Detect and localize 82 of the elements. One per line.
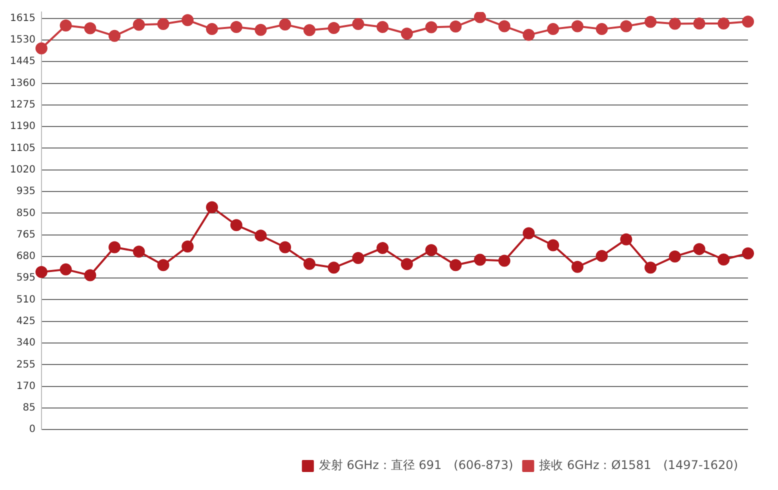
point bbox=[352, 18, 364, 30]
point bbox=[157, 18, 170, 30]
y-tick-label: 1360 bbox=[10, 78, 36, 89]
point bbox=[328, 22, 340, 34]
y-tick-label: 1190 bbox=[10, 121, 36, 132]
point bbox=[206, 23, 218, 36]
y-tick-label: 1105 bbox=[10, 142, 36, 154]
point bbox=[668, 250, 681, 262]
point bbox=[547, 239, 560, 252]
point bbox=[450, 259, 462, 272]
point bbox=[620, 20, 632, 32]
point bbox=[547, 23, 560, 36]
point bbox=[474, 12, 486, 24]
point bbox=[522, 227, 535, 240]
point bbox=[644, 262, 657, 274]
point bbox=[742, 247, 754, 260]
point bbox=[352, 252, 364, 264]
y-tick-label: 680 bbox=[16, 251, 36, 262]
point bbox=[376, 21, 389, 34]
point bbox=[644, 16, 657, 28]
point bbox=[303, 24, 316, 36]
point bbox=[84, 269, 96, 282]
point bbox=[425, 244, 438, 256]
point bbox=[60, 263, 72, 276]
point bbox=[400, 28, 413, 40]
point bbox=[498, 254, 510, 267]
point bbox=[132, 246, 145, 258]
y-tick-label: 170 bbox=[16, 380, 36, 392]
legend-label: 发射 6GHz：直径 691 (606-873) bbox=[318, 458, 514, 472]
point bbox=[474, 254, 486, 266]
point bbox=[498, 20, 510, 32]
y-tick-label: 340 bbox=[16, 338, 36, 349]
y-tick-label: 1020 bbox=[10, 164, 36, 176]
point bbox=[693, 17, 706, 30]
y-tick-label: 85 bbox=[22, 402, 36, 414]
point bbox=[108, 30, 121, 42]
point bbox=[718, 17, 730, 30]
point bbox=[35, 42, 48, 54]
point bbox=[182, 240, 194, 253]
y-tick-label: 935 bbox=[16, 186, 36, 198]
y-tick-label: 1615 bbox=[10, 12, 36, 24]
point bbox=[182, 14, 194, 26]
point bbox=[596, 250, 608, 262]
point bbox=[132, 18, 145, 31]
point bbox=[596, 23, 608, 36]
point bbox=[522, 28, 535, 41]
point bbox=[400, 258, 413, 270]
y-tick-label: 1530 bbox=[10, 34, 36, 46]
point bbox=[84, 22, 96, 34]
point bbox=[279, 241, 292, 254]
point bbox=[742, 16, 754, 28]
legend-label: 接收 6GHz：Ø1581 (1497-1620) bbox=[539, 458, 738, 472]
point bbox=[279, 18, 292, 30]
point bbox=[328, 262, 340, 274]
point bbox=[450, 20, 462, 33]
point bbox=[230, 21, 242, 34]
point bbox=[718, 254, 730, 266]
y-tick-label: 510 bbox=[16, 294, 36, 306]
point bbox=[668, 18, 681, 30]
y-tick-label: 425 bbox=[16, 316, 36, 327]
point bbox=[108, 241, 121, 254]
point bbox=[303, 258, 316, 270]
y-tick-label: 595 bbox=[16, 272, 36, 284]
point bbox=[620, 233, 632, 246]
point bbox=[157, 259, 170, 272]
point bbox=[60, 19, 72, 32]
point bbox=[35, 266, 48, 278]
point bbox=[206, 201, 218, 214]
y-tick-label: 1445 bbox=[10, 56, 36, 68]
y-tick-label: 255 bbox=[16, 359, 36, 370]
y-tick-label: 0 bbox=[29, 424, 36, 436]
point bbox=[571, 260, 584, 273]
point bbox=[425, 21, 438, 34]
y-tick-label: 850 bbox=[16, 208, 36, 219]
y-tick-label: 1275 bbox=[10, 100, 36, 111]
point bbox=[254, 230, 267, 242]
point bbox=[571, 20, 584, 32]
point bbox=[376, 242, 389, 254]
point bbox=[254, 24, 267, 36]
point bbox=[230, 219, 242, 232]
point bbox=[693, 243, 706, 256]
y-tick-label: 765 bbox=[16, 229, 36, 240]
